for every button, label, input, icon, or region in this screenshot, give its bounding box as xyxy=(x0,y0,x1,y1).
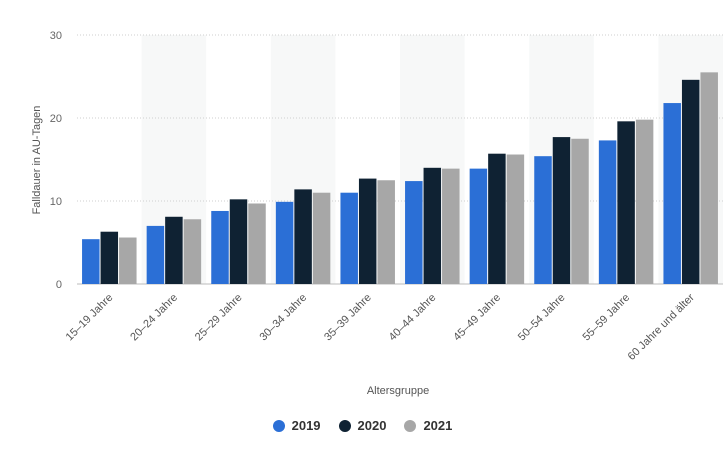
bar-2020[interactable] xyxy=(100,231,119,284)
x-axis-category-labels: 15–19 Jahre 20–24 Jahre 25–29 Jahre 30–34 J… xyxy=(64,291,697,362)
legend-item-2021[interactable]: 2021 xyxy=(404,418,452,433)
legend-label: 2021 xyxy=(423,418,453,433)
bar-2021[interactable] xyxy=(248,203,266,284)
y-tick-label: 0 xyxy=(56,279,62,291)
bar-2020[interactable] xyxy=(229,199,248,284)
bar-2021[interactable] xyxy=(700,72,718,284)
x-tick-label: 15–19 Jahre xyxy=(64,292,116,344)
bar-2019[interactable] xyxy=(82,239,100,284)
bar-2020[interactable] xyxy=(552,137,571,284)
bar-2020[interactable] xyxy=(423,167,442,284)
bar-2019[interactable] xyxy=(663,103,681,284)
x-tick-label: 60 Jahre und älter xyxy=(626,291,697,362)
y-tick-label: 10 xyxy=(50,196,62,208)
legend: 2019 2020 2021 xyxy=(0,418,725,433)
bar-2021[interactable] xyxy=(571,138,589,284)
bar-2019[interactable] xyxy=(534,156,552,284)
legend-dot-2020 xyxy=(338,419,351,432)
y-axis-title: Falldauer in AU-Tagen xyxy=(31,106,43,215)
bar-2019[interactable] xyxy=(211,210,229,284)
x-tick-label: 30–34 Jahre xyxy=(257,292,309,344)
y-tick-label: 20 xyxy=(50,113,62,125)
x-tick-label: 25–29 Jahre xyxy=(193,292,245,344)
x-tick-label: 40–44 Jahre xyxy=(387,292,439,344)
bar-2020[interactable] xyxy=(681,79,700,284)
bar-2021[interactable] xyxy=(377,180,395,284)
x-tick-label: 50–54 Jahre xyxy=(516,292,568,344)
bar-2019[interactable] xyxy=(340,192,358,284)
bar-2019[interactable] xyxy=(598,140,617,284)
bar-2020[interactable] xyxy=(165,216,183,284)
x-tick-label: 45–49 Jahre xyxy=(451,292,503,344)
bar-2020[interactable] xyxy=(617,121,635,284)
bar-2021[interactable] xyxy=(442,168,460,284)
bar-2021[interactable] xyxy=(119,237,137,284)
bar-2020[interactable] xyxy=(358,178,377,284)
y-tick-label: 30 xyxy=(50,30,62,42)
bar-2020[interactable] xyxy=(294,189,312,284)
bar-2019[interactable] xyxy=(469,168,488,284)
bar-2020[interactable] xyxy=(488,153,506,284)
x-axis-title: Altersgruppe xyxy=(367,385,429,397)
x-tick-label: 35–39 Jahre xyxy=(322,292,374,344)
legend-dot-2019 xyxy=(272,419,285,432)
bar-2021[interactable] xyxy=(183,219,202,284)
bar-2021[interactable] xyxy=(312,192,331,284)
bar-2019[interactable] xyxy=(275,201,294,284)
legend-item-2020[interactable]: 2020 xyxy=(338,418,387,433)
bar-2019[interactable] xyxy=(146,225,165,284)
legend-label: 2020 xyxy=(357,418,387,433)
bar-2021[interactable] xyxy=(506,154,525,284)
bar-2021[interactable] xyxy=(635,119,654,284)
legend-item-2019[interactable]: 2019 xyxy=(272,418,321,433)
legend-dot-2021 xyxy=(404,419,417,432)
legend-label: 2019 xyxy=(291,418,321,433)
x-tick-label: 55–59 Jahre xyxy=(580,292,632,344)
bars xyxy=(82,72,718,284)
y-axis-ticks: 0 10 20 30 xyxy=(50,30,62,291)
x-tick-label: 20–24 Jahre xyxy=(128,292,180,344)
bar-2019[interactable] xyxy=(405,181,423,284)
